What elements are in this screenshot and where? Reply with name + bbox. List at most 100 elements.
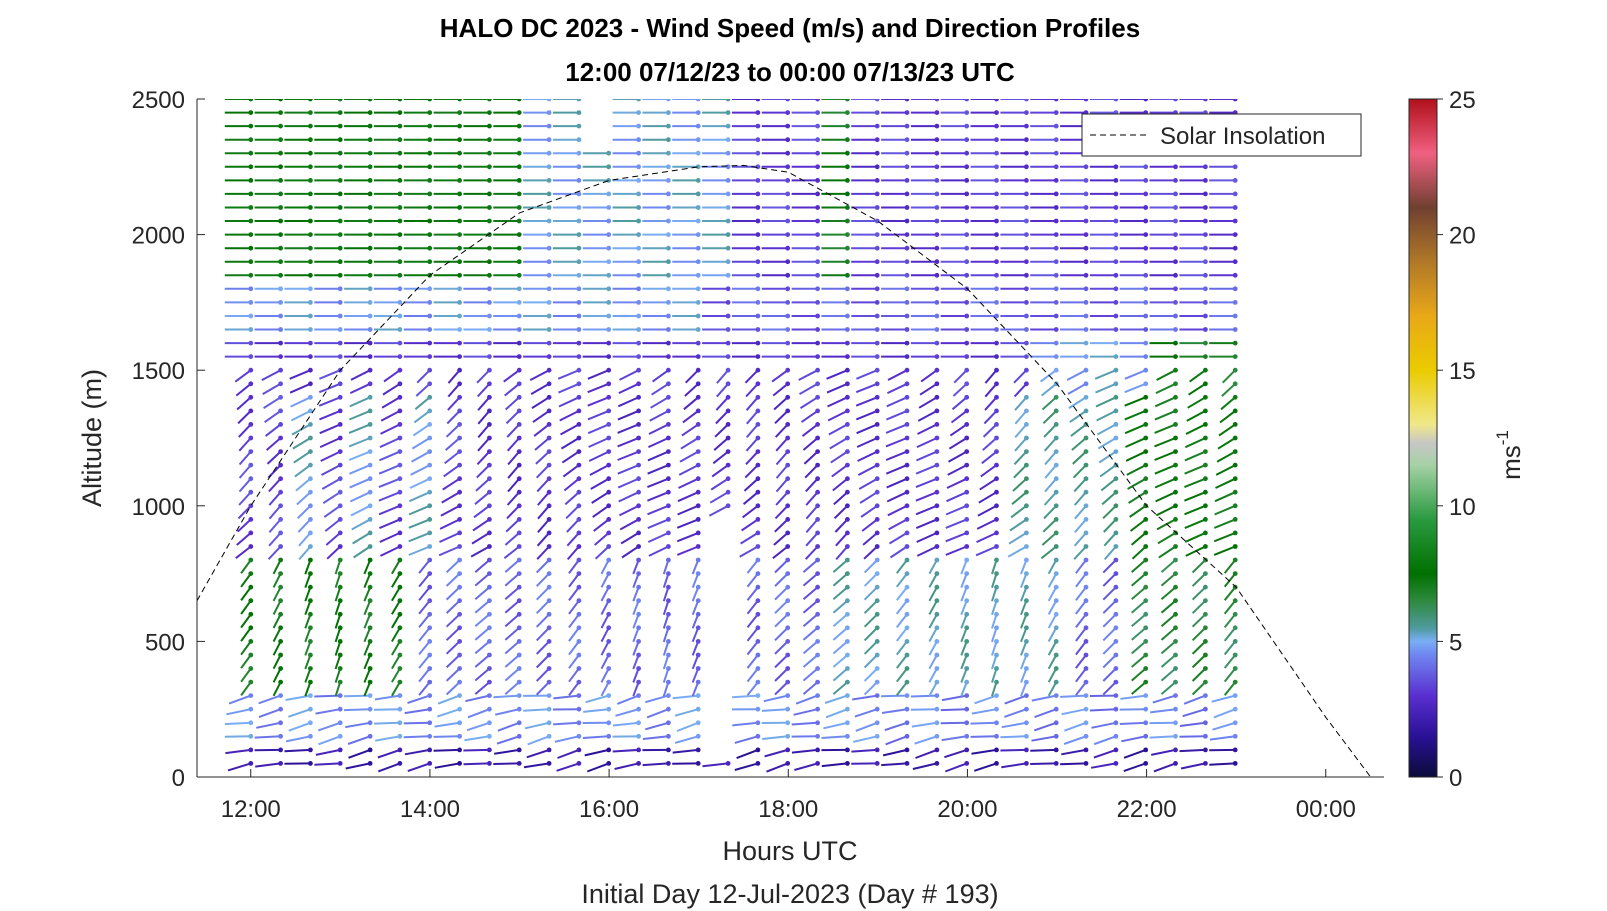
wind-arrow-head xyxy=(815,408,820,414)
wind-arrow-head xyxy=(1143,611,1149,617)
wind-arrow-head xyxy=(934,571,940,576)
wind-arrow-head xyxy=(934,584,940,590)
wind-arrow-head xyxy=(695,422,701,427)
wind-arrow-head xyxy=(427,286,433,292)
wind-arrow-shaft xyxy=(236,532,252,546)
wind-arrow-shaft xyxy=(1102,572,1117,587)
wind-arrow-shaft xyxy=(587,409,610,421)
wind-arrow-shaft xyxy=(304,627,312,643)
wind-arrow-shaft xyxy=(802,627,819,641)
wind-arrow-head xyxy=(1143,313,1149,319)
wind-arrow-head xyxy=(427,639,433,644)
wind-arrow-head xyxy=(1083,652,1089,658)
wind-arrow-head xyxy=(994,720,999,726)
wind-arrow-shaft xyxy=(1075,613,1087,629)
wind-arrow-head xyxy=(546,666,552,671)
wind-arrow-head xyxy=(606,693,612,698)
wind-arrow-shaft xyxy=(799,382,819,395)
colorbar-tick-label: 25 xyxy=(1449,87,1476,114)
wind-arrow-head xyxy=(457,761,462,766)
wind-arrow-head xyxy=(546,272,552,278)
wind-arrow-head xyxy=(576,300,582,305)
wind-arrow-shaft xyxy=(1103,518,1117,533)
wind-arrow-shaft xyxy=(928,654,938,670)
wind-arrow-shaft xyxy=(651,382,669,396)
wind-arrow-head xyxy=(725,110,731,115)
wind-arrow-shaft xyxy=(910,694,937,698)
wind-arrow-head xyxy=(576,313,582,319)
wind-arrow-head xyxy=(964,232,970,238)
wind-arrow-shaft xyxy=(563,477,580,492)
wind-arrow-head xyxy=(904,625,910,631)
wind-arrow-head xyxy=(1232,761,1238,766)
wind-arrow-shaft xyxy=(1154,396,1176,408)
wind-arrow-shaft xyxy=(266,450,282,465)
wind-arrow-head xyxy=(636,422,641,427)
wind-arrow-head xyxy=(1143,435,1149,441)
wind-arrow-head xyxy=(546,99,552,102)
wind-arrow-head xyxy=(1053,693,1059,698)
wind-arrow-shaft xyxy=(1011,491,1028,505)
wind-arrow-shaft xyxy=(802,681,819,695)
wind-arrow-head xyxy=(546,517,552,522)
wind-arrow-head xyxy=(1173,381,1178,387)
wind-arrow-shaft xyxy=(855,382,878,394)
wind-arrow-head xyxy=(487,720,492,726)
wind-arrow-head xyxy=(845,313,850,319)
wind-arrow-shaft xyxy=(474,667,491,682)
wind-arrow-head xyxy=(248,272,254,278)
wind-arrow-head xyxy=(994,422,999,427)
wind-arrow-head xyxy=(1113,422,1119,427)
wind-arrow-head xyxy=(606,611,612,617)
wind-arrow-head xyxy=(1113,354,1119,359)
wind-arrow-shaft xyxy=(506,437,520,452)
wind-arrow-head xyxy=(278,706,283,712)
wind-arrow-shaft xyxy=(568,667,580,683)
wind-arrow-head xyxy=(934,245,940,251)
wind-arrow-shaft xyxy=(691,600,700,616)
wind-arrow-head xyxy=(1232,625,1238,631)
wind-arrow-head xyxy=(487,205,492,210)
wind-arrow-head xyxy=(457,639,462,644)
wind-arrow-shaft xyxy=(662,627,670,643)
wind-arrow-head xyxy=(367,517,373,522)
wind-arrow-shaft xyxy=(1013,383,1028,398)
wind-arrow-head xyxy=(1232,99,1238,102)
wind-arrow-head xyxy=(1024,693,1029,698)
wind-arrow-shaft xyxy=(896,559,908,574)
wind-arrow-head xyxy=(1113,367,1119,373)
wind-arrow-shaft xyxy=(676,531,699,543)
wind-arrow-head xyxy=(397,205,403,210)
wind-arrow-shaft xyxy=(1184,491,1206,502)
wind-arrow-head xyxy=(308,489,313,495)
wind-arrow-shaft xyxy=(439,531,461,543)
wind-arrow-head xyxy=(994,693,999,698)
x-tick-label: 18:00 xyxy=(758,796,818,823)
wind-arrow-head xyxy=(785,367,791,373)
wind-arrow-head xyxy=(1113,720,1119,726)
wind-arrow-shaft xyxy=(1191,559,1207,574)
wind-arrow-head xyxy=(337,272,343,278)
wind-arrow-shaft xyxy=(288,708,311,718)
wind-arrow-head xyxy=(1143,706,1149,712)
wind-arrow-shaft xyxy=(258,708,281,719)
wind-arrow-head xyxy=(666,598,671,604)
wind-arrow-shaft xyxy=(562,464,580,478)
wind-arrow-shaft xyxy=(832,613,849,628)
wind-arrow-shaft xyxy=(885,423,908,434)
wind-arrow-head xyxy=(815,286,820,292)
wind-arrow-shaft xyxy=(691,613,700,629)
wind-arrow-head xyxy=(248,679,254,685)
wind-arrow-shaft xyxy=(477,437,491,452)
wind-arrow-head xyxy=(815,747,820,753)
wind-arrow-head xyxy=(904,110,910,115)
wind-arrow-shaft xyxy=(746,627,759,642)
wind-arrow-head xyxy=(785,137,791,143)
wind-arrow-head xyxy=(1143,557,1149,563)
wind-arrow-head xyxy=(487,639,492,644)
wind-arrow-head xyxy=(516,394,522,400)
wind-arrow-head xyxy=(934,408,940,414)
wind-arrow-shaft xyxy=(292,437,311,450)
wind-arrow-head xyxy=(278,340,283,346)
wind-arrow-head xyxy=(994,706,999,712)
